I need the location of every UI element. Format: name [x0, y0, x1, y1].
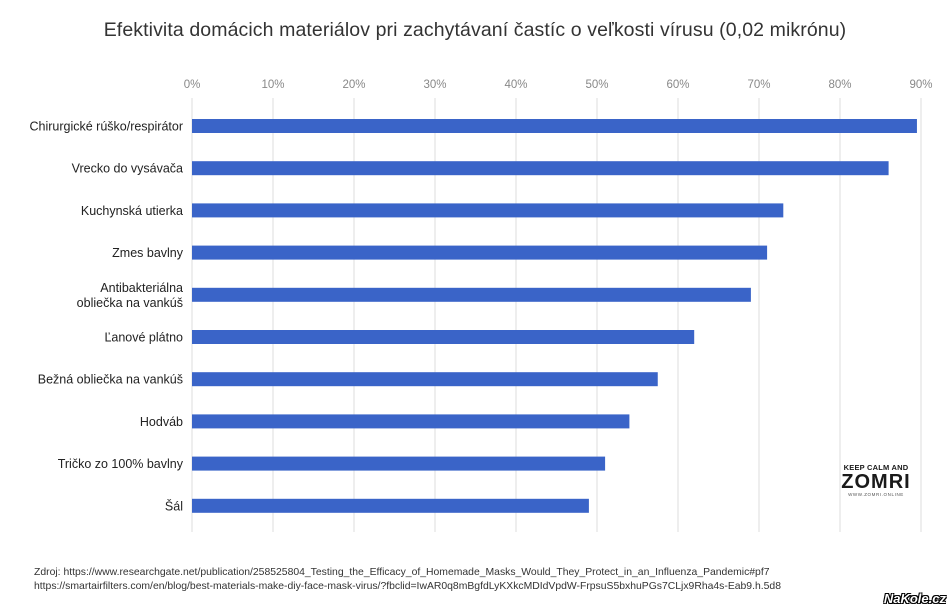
x-tick-label: 40%: [504, 79, 527, 91]
bars: [192, 119, 917, 513]
logo-line-2: ZOMRI: [841, 471, 911, 493]
category-label: Šál: [165, 498, 183, 513]
x-tick-label: 80%: [828, 79, 851, 91]
x-tick-label: 60%: [666, 79, 689, 91]
category-label: Ľanové plátno: [104, 331, 183, 345]
bar: [192, 203, 784, 218]
x-tick-label: 90%: [909, 79, 932, 91]
x-tick-label: 50%: [585, 79, 608, 91]
category-label: Zmes bavlny: [112, 246, 184, 260]
logo-line-3: WWW.ZOMRI.ONLINE: [848, 492, 904, 497]
bar: [192, 372, 658, 387]
bar: [192, 161, 889, 176]
x-axis-ticks: 0% 10% 20% 30% 40% 50% 60% 70% 80% 90%: [184, 79, 933, 91]
bar-chart: 0% 10% 20% 30% 40% 50% 60% 70% 80% 90% Chirurgick…: [29, 79, 933, 532]
category-label: Vrecko do vysávača: [72, 162, 183, 176]
source-line-2: https://smartairfilters.com/en/blog/best…: [34, 581, 781, 592]
x-tick-label: 70%: [747, 79, 770, 91]
category-label: Antibakteriálna obliečka na vankúš: [77, 281, 183, 310]
category-label: Kuchynská utierka: [81, 204, 183, 218]
category-label: Tričko zo 100% bavlny: [58, 457, 184, 471]
watermark: NaKole.cz: [883, 591, 946, 606]
bar: [192, 245, 768, 260]
bar: [192, 119, 917, 133]
chart-title: Efektivita domácich materiálov pri zachy…: [103, 19, 847, 41]
x-tick-label: 20%: [342, 79, 365, 91]
x-tick-label: 0%: [184, 79, 201, 91]
bar: [192, 330, 695, 344]
bar: [192, 414, 630, 429]
logo-line-1: KEEP CALM AND: [843, 463, 909, 472]
keep-calm-logo: KEEP CALM AND ZOMRI WWW.ZOMRI.ONLINE: [834, 463, 918, 497]
category-label: Bežná obliečka na vankúš: [38, 373, 183, 387]
bar: [192, 287, 751, 302]
category-label: Hodváb: [140, 415, 183, 429]
source-line-1: Zdroj: https://www.researchgate.net/publ…: [34, 567, 770, 578]
category-labels: Chirurgické rúško/respirátor Vrecko do vy…: [29, 120, 183, 514]
x-tick-label: 10%: [261, 79, 284, 91]
bar: [192, 498, 589, 513]
x-tick-label: 30%: [423, 79, 446, 91]
category-label: Chirurgické rúško/respirátor: [29, 120, 183, 134]
bar: [192, 456, 606, 471]
